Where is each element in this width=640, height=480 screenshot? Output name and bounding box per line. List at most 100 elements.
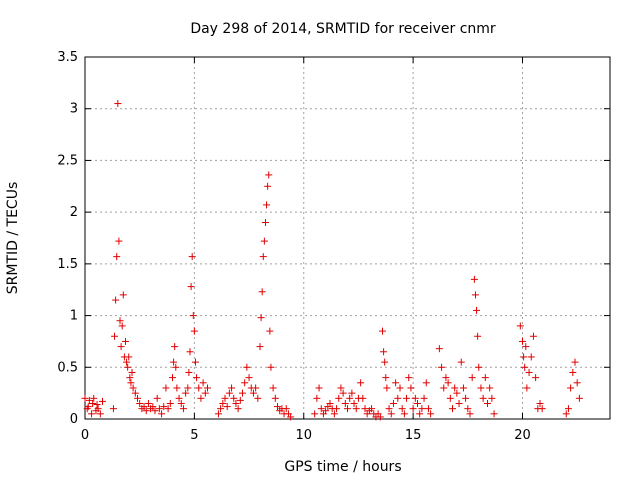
data-point xyxy=(274,403,281,411)
data-point xyxy=(523,384,531,392)
data-point xyxy=(462,394,470,402)
x-tick-label: 15 xyxy=(405,428,422,443)
data-point xyxy=(124,363,132,371)
data-point xyxy=(142,407,150,415)
data-point xyxy=(359,394,367,402)
data-point xyxy=(348,389,356,397)
data-point xyxy=(477,384,485,392)
data-point xyxy=(341,399,349,407)
data-point xyxy=(455,399,463,407)
data-point xyxy=(424,405,432,413)
data-point xyxy=(114,100,122,108)
data-point xyxy=(160,403,168,411)
data-point xyxy=(88,410,96,418)
data-point xyxy=(188,253,196,261)
data-point xyxy=(407,384,415,392)
data-point xyxy=(195,384,203,392)
data-point xyxy=(264,182,272,190)
grid xyxy=(85,57,610,419)
data-point xyxy=(265,171,273,179)
data-point xyxy=(451,384,459,392)
data-point xyxy=(394,394,402,402)
data-point xyxy=(379,327,386,335)
data-point xyxy=(117,343,125,351)
data-point xyxy=(382,374,390,382)
data-point xyxy=(459,384,467,392)
data-point xyxy=(470,275,478,283)
data-point xyxy=(252,384,260,392)
data-point xyxy=(175,394,183,402)
data-point xyxy=(257,314,265,322)
data-point xyxy=(239,389,246,397)
data-point xyxy=(123,358,131,366)
data-point xyxy=(317,405,325,413)
data-point xyxy=(484,399,491,407)
data-point xyxy=(111,332,119,340)
plot-frame xyxy=(84,56,611,420)
data-point xyxy=(376,413,384,421)
data-point xyxy=(243,363,251,371)
data-point xyxy=(481,374,489,382)
data-point xyxy=(259,253,267,261)
data-point xyxy=(249,389,257,397)
data-point xyxy=(335,394,343,402)
data-point xyxy=(99,397,106,405)
data-point xyxy=(136,399,144,407)
data-point xyxy=(287,413,295,421)
data-point xyxy=(569,368,577,376)
data-point xyxy=(435,345,443,353)
data-point xyxy=(490,410,498,418)
data-point xyxy=(344,405,351,413)
data-point xyxy=(361,405,369,413)
data-point xyxy=(418,405,426,413)
data-point xyxy=(134,394,141,402)
data-point xyxy=(567,384,575,392)
data-point xyxy=(337,384,345,392)
data-point xyxy=(128,368,136,376)
data-point xyxy=(420,394,428,402)
data-point xyxy=(416,410,424,418)
data-point xyxy=(427,410,435,418)
x-tick-label: 0 xyxy=(81,428,89,443)
data-point xyxy=(184,384,192,392)
data-point xyxy=(449,405,456,413)
data-point xyxy=(151,407,159,415)
data-point xyxy=(187,283,195,291)
data-point xyxy=(267,363,275,371)
data-point xyxy=(119,291,127,299)
data-point xyxy=(474,332,482,340)
data-point xyxy=(221,394,229,402)
data-point xyxy=(169,374,176,382)
data-point xyxy=(398,405,406,413)
data-point xyxy=(519,337,526,345)
y-axis-label: SRMTID / TECUs xyxy=(5,182,21,295)
data-point xyxy=(522,343,530,351)
data-point xyxy=(346,394,354,402)
data-point xyxy=(186,348,194,356)
data-point xyxy=(245,374,253,382)
data-point xyxy=(89,399,97,407)
data-point xyxy=(446,394,454,402)
data-point xyxy=(282,405,290,413)
data-point xyxy=(256,343,264,351)
data-point xyxy=(396,384,404,392)
data-point xyxy=(85,396,93,404)
data-point xyxy=(115,237,123,245)
data-point xyxy=(269,384,277,392)
data-point xyxy=(96,410,104,418)
data-point xyxy=(225,389,233,397)
data-point xyxy=(118,322,126,330)
data-point xyxy=(389,399,397,407)
data-point xyxy=(405,374,413,382)
y-tick-label: 2.5 xyxy=(57,153,78,168)
data-point xyxy=(153,394,161,402)
data-point xyxy=(190,327,198,335)
axis-ticks: 0 0.5 1 1.5 2 2.5 3 3.5 0 5 10 15 20 xyxy=(57,50,610,443)
data-point xyxy=(475,363,483,371)
data-point xyxy=(230,394,238,402)
data-point xyxy=(155,405,163,413)
y-tick-label: 3 xyxy=(70,102,78,117)
data-point xyxy=(571,358,579,366)
data-point xyxy=(127,379,135,387)
data-point xyxy=(228,384,236,392)
